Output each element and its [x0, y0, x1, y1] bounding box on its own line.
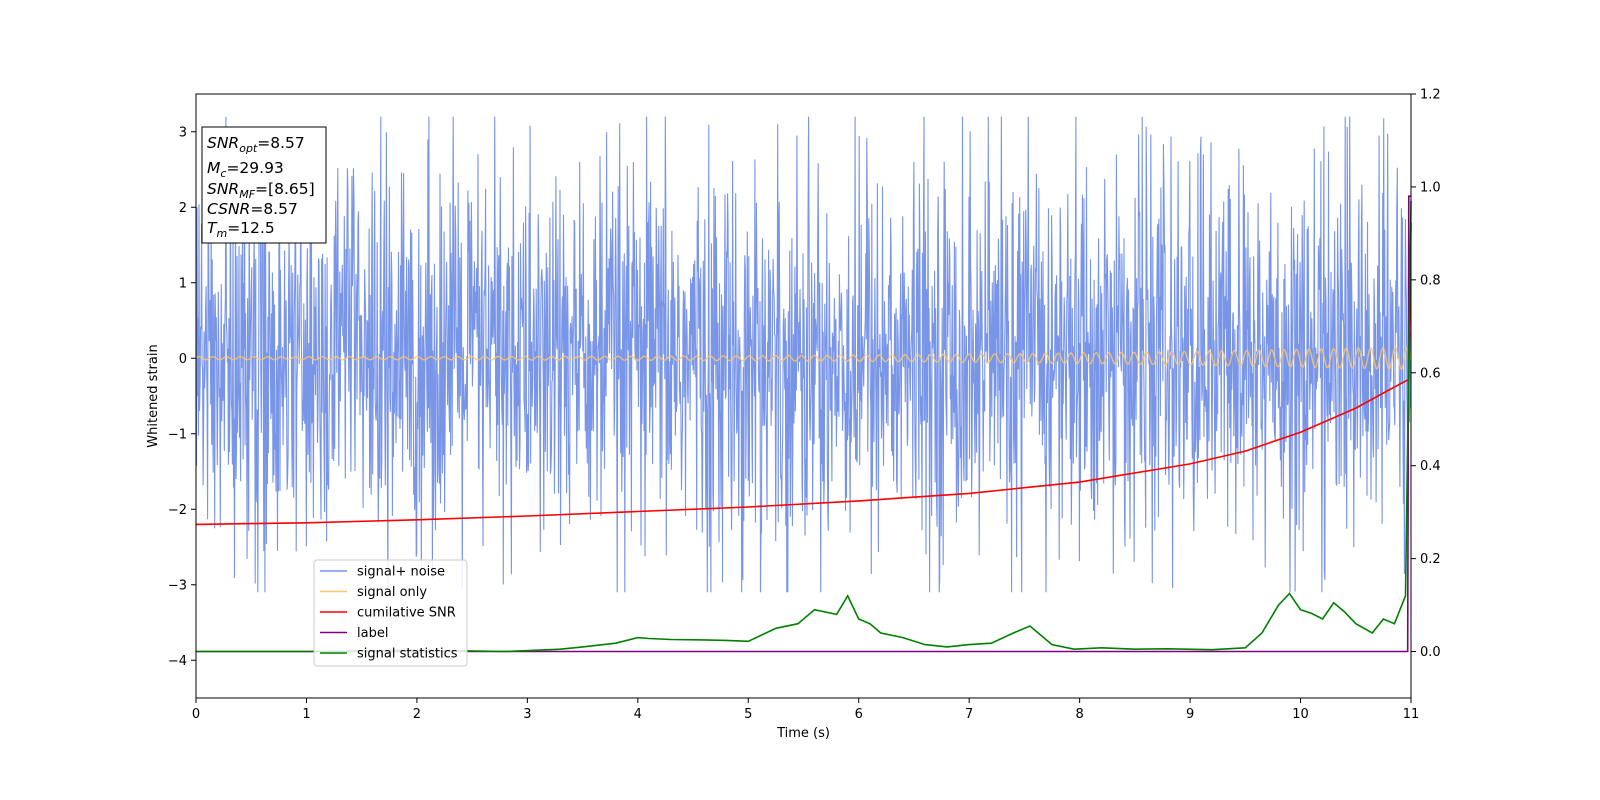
- x-tick-label: 2: [413, 707, 421, 722]
- x-tick-label: 9: [1186, 707, 1194, 722]
- x-tick-label: 5: [744, 707, 752, 722]
- right-y-axis-ticks: 0.0 0.2 0.4 0.6 0.8 1.0 1.2: [1411, 88, 1441, 660]
- line-series-layer: [195, 195, 1412, 653]
- y-tick-label: −2: [168, 503, 187, 518]
- annotation-line: SNRopt=8.57: [207, 134, 305, 155]
- series-line-signal-statistics: [196, 200, 1412, 653]
- series-line-cumilative-snr: [195, 222, 1412, 526]
- x-axis-label: Time (s): [776, 726, 830, 741]
- y-tick-label: −3: [168, 578, 187, 593]
- y-axis-label: Whitened strain: [146, 344, 161, 447]
- y2-tick-label: 1.2: [1420, 88, 1441, 103]
- y-tick-label: 0: [179, 352, 187, 367]
- parameter-annotation-box: SNRopt=8.57 Mc=29.93SNRMF=[8.65]CSNR=8.57…: [201, 126, 327, 244]
- annotation-box-frame: [201, 126, 327, 244]
- annotation-line: SNRMF=[8.65]: [207, 180, 315, 201]
- x-tick-label: 7: [965, 707, 973, 722]
- x-tick-label: 0: [192, 707, 200, 722]
- chirp-series-layer: [195, 346, 1412, 371]
- x-tick-label: 8: [1075, 707, 1083, 722]
- legend-entry-label: signal statistics: [357, 647, 458, 662]
- x-tick-label: 11: [1403, 707, 1420, 722]
- y2-tick-label: 1.0: [1420, 180, 1441, 195]
- y-tick-label: −1: [168, 427, 187, 442]
- annotation-line: CSNR=8.57: [207, 200, 298, 218]
- legend-entry-label: signal+ noise: [357, 565, 445, 580]
- annotation-line: Mc=29.93: [207, 159, 284, 180]
- y2-tick-label: 0.8: [1420, 273, 1441, 288]
- series-line-signal-noise: [195, 116, 1412, 593]
- legend: signal+ noise signal only cumilative SNR la…: [313, 559, 468, 667]
- legend-entry-label: cumilative SNR: [357, 606, 456, 621]
- legend-frame: [313, 559, 468, 667]
- legend-entry-label: signal only: [357, 585, 427, 600]
- noise-series-layer: [195, 116, 1412, 593]
- y-tick-label: 3: [179, 125, 187, 140]
- y2-tick-label: 0.0: [1420, 645, 1441, 660]
- legend-entry-label: label: [357, 626, 388, 641]
- x-tick-label: 4: [634, 707, 642, 722]
- y-tick-label: −4: [168, 654, 187, 669]
- y-tick-label: 2: [179, 201, 187, 216]
- x-tick-label: 3: [523, 707, 531, 722]
- x-tick-label: 10: [1292, 707, 1309, 722]
- series-line-signal-only: [195, 346, 1412, 371]
- left-y-axis-ticks: −4 −3 −2 −1 0 1 2 3: [168, 125, 196, 669]
- x-tick-label: 6: [855, 707, 863, 722]
- plot-area-frame: [195, 93, 1412, 699]
- annotation-line: Tm=12.5: [207, 219, 275, 240]
- y2-tick-label: 0.6: [1420, 366, 1441, 381]
- x-tick-label: 1: [302, 707, 310, 722]
- y-tick-label: 1: [179, 276, 187, 291]
- y2-tick-label: 0.2: [1420, 552, 1441, 567]
- x-axis-ticks: 0 1 2 3 4 5 6 7 8 9 10 11: [192, 698, 1419, 722]
- y2-tick-label: 0.4: [1420, 459, 1441, 474]
